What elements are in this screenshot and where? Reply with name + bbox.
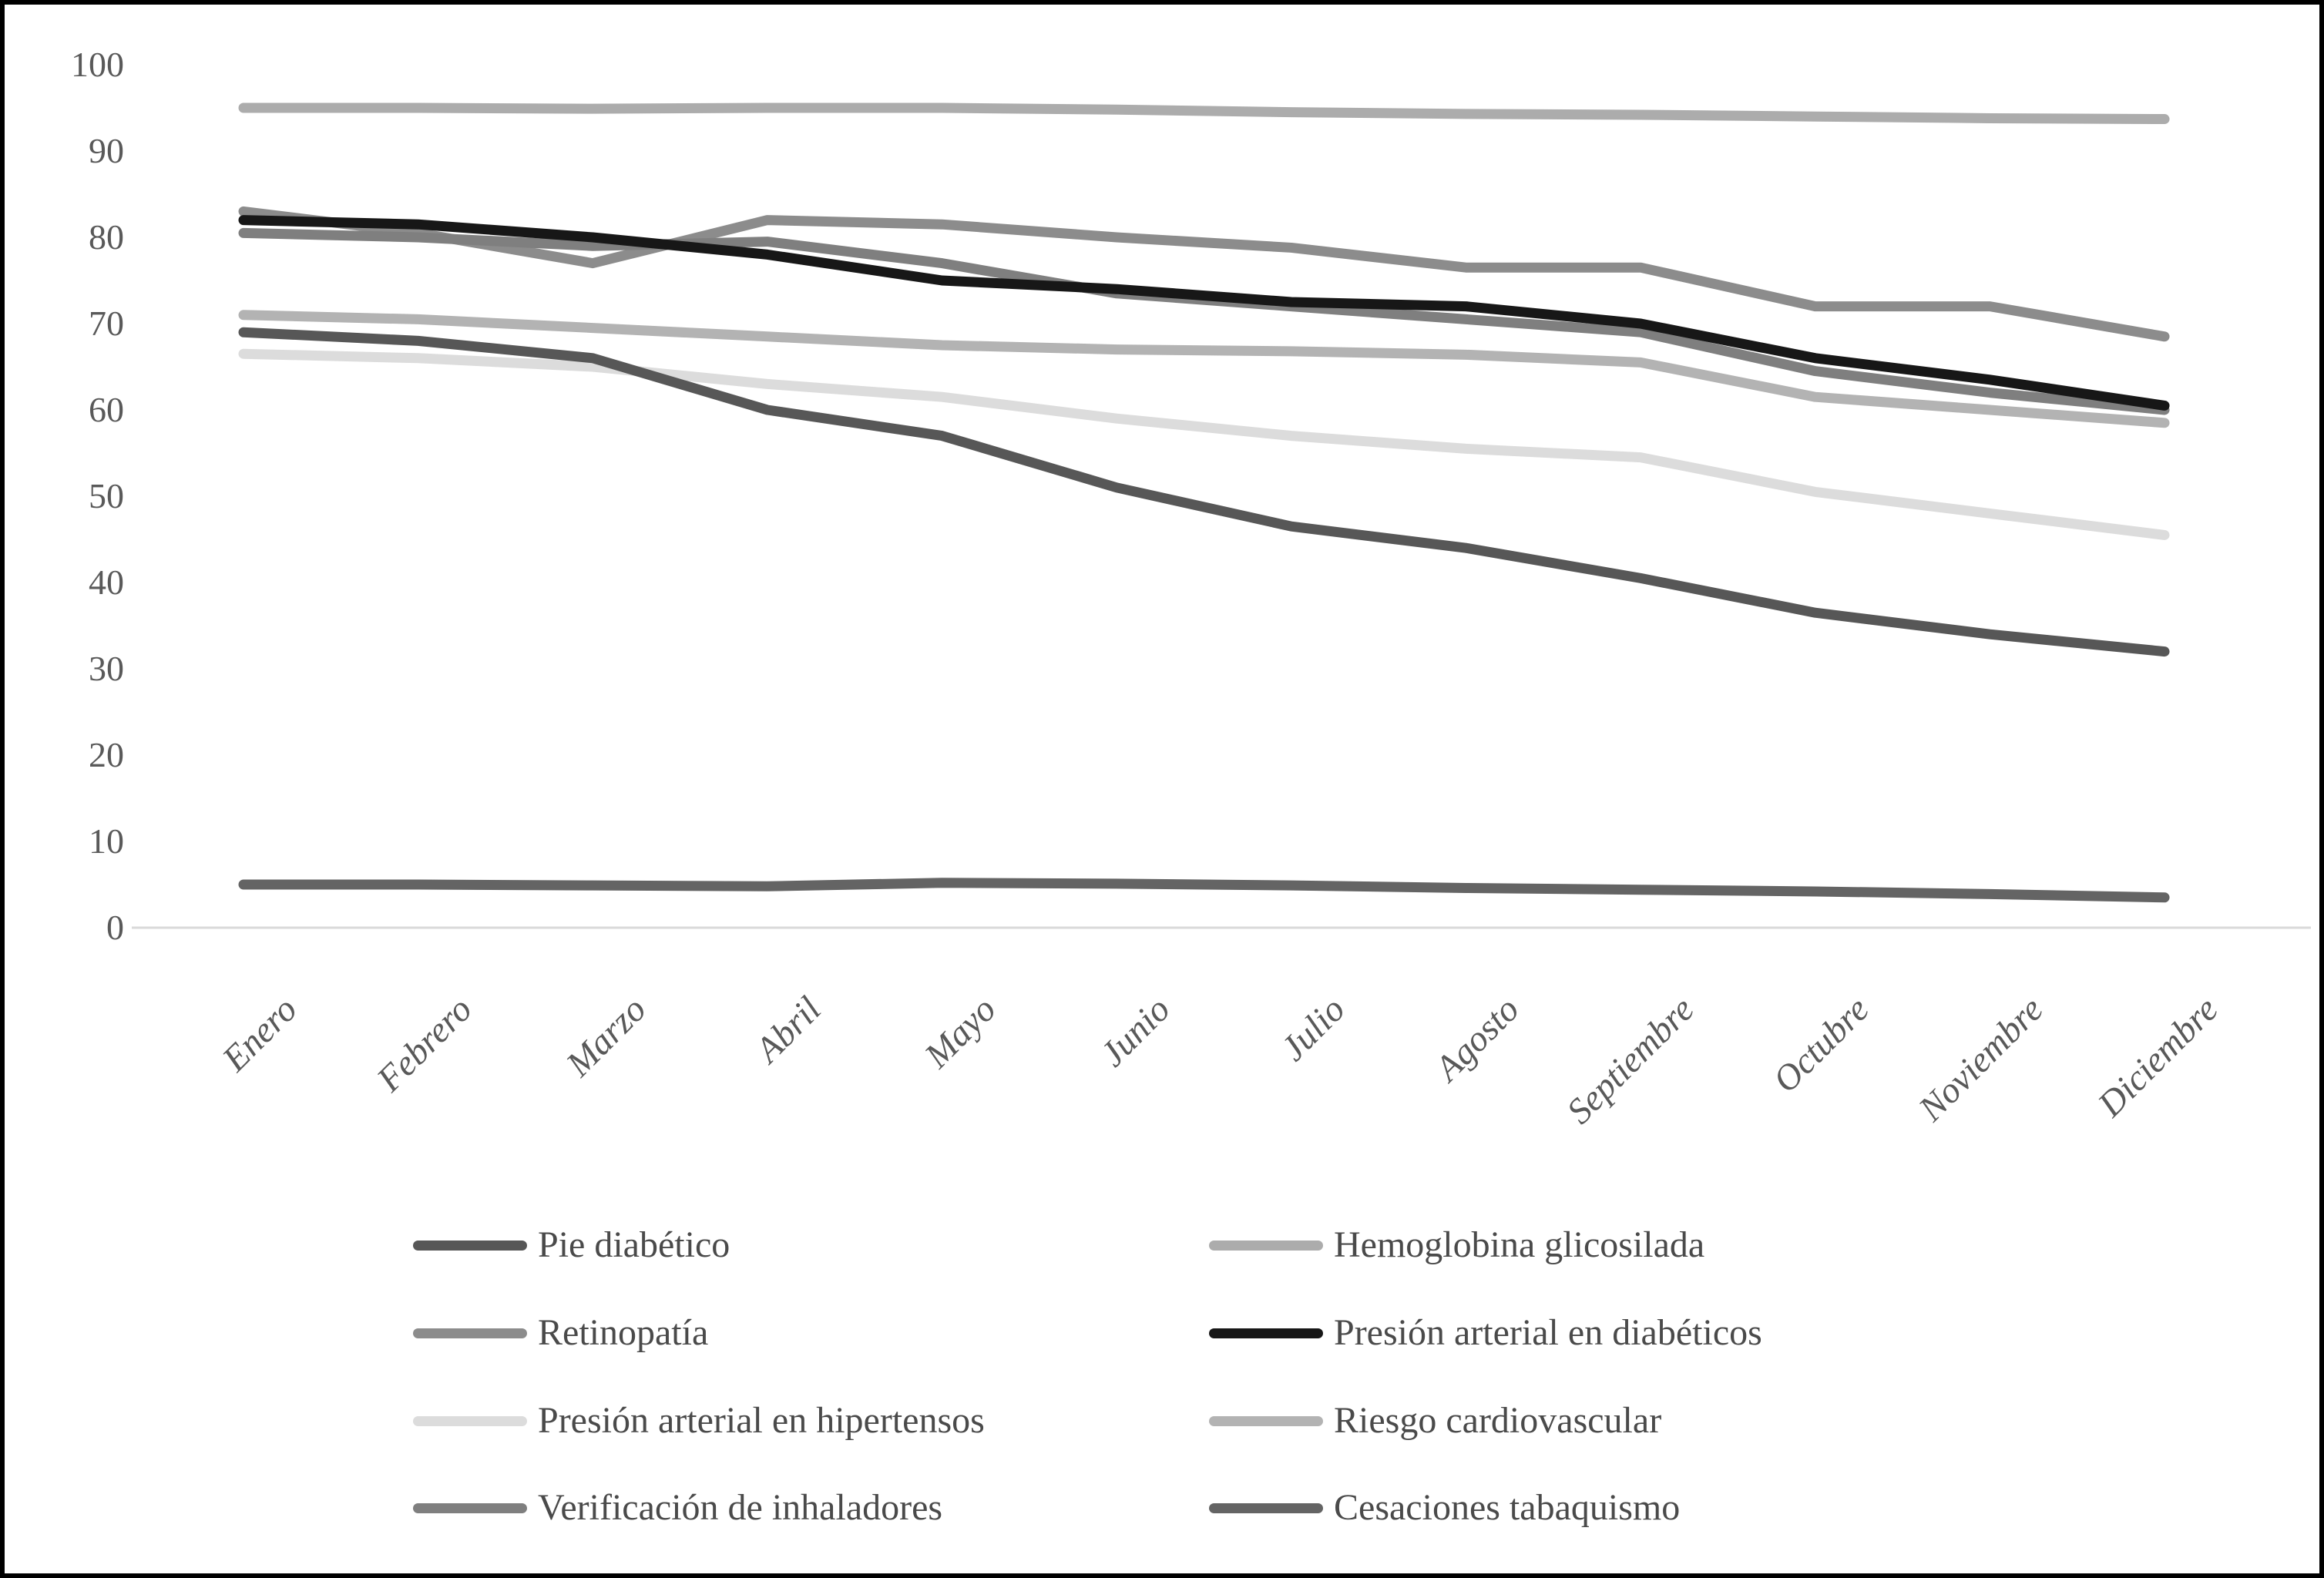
legend-item-presion-arterial-en-hipertensos: Presión arterial en hipertensos (413, 1402, 985, 1439)
y-tick-label-70: 70 (89, 304, 124, 343)
legend-label-pie-diabetico: Pie diabético (538, 1224, 730, 1265)
legend-item-presion-arterial-en-diabeticos: Presión arterial en diabéticos (1209, 1314, 1762, 1351)
legend-label-cesaciones-tabaquismo: Cesaciones tabaquismo (1334, 1487, 1681, 1528)
y-tick-label-0: 0 (106, 908, 124, 947)
series-line-hemoglobina-glicosilada (238, 102, 2170, 125)
series-line-retinopatia (238, 206, 2170, 342)
line-chart-plot (132, 102, 2311, 929)
legend-label-presion-arterial-en-hipertensos: Presión arterial en hipertensos (538, 1400, 985, 1441)
legend-item-riesgo-cardiovascular: Riesgo cardiovascular (1209, 1402, 1661, 1439)
legend-line-swatch-hemoglobina-glicosilada (1209, 1240, 1323, 1251)
series-line-cesaciones-tabaquismo (238, 878, 2170, 903)
legend-line-swatch-retinopatia (413, 1328, 527, 1338)
legend-label-hemoglobina-glicosilada: Hemoglobina glicosilada (1334, 1224, 1705, 1265)
series-line-presion-arterial-en-diabeticos (238, 215, 2170, 411)
series-line-pie-diabetico (238, 327, 2170, 657)
y-tick-label-80: 80 (89, 217, 124, 257)
series-line-riesgo-cardiovascular (238, 310, 2170, 428)
legend-label-presion-arterial-en-diabeticos: Presión arterial en diabéticos (1334, 1312, 1762, 1353)
y-tick-label-40: 40 (89, 562, 124, 602)
y-tick-label-50: 50 (89, 476, 124, 515)
y-tick-label-60: 60 (89, 390, 124, 429)
legend-item-cesaciones-tabaquismo: Cesaciones tabaquismo (1209, 1489, 1680, 1526)
legend-line-swatch-presion-arterial-en-diabeticos (1209, 1328, 1323, 1338)
y-tick-label-20: 20 (89, 735, 124, 774)
legend-line-swatch-verificacion-de-inhaladores (413, 1502, 527, 1513)
legend-item-retinopatia: Retinopatía (413, 1314, 708, 1351)
legend-label-verificacion-de-inhaladores: Verificación de inhaladores (538, 1487, 943, 1528)
legend-line-swatch-pie-diabetico (413, 1240, 527, 1251)
legend-item-verificacion-de-inhaladores: Verificación de inhaladores (413, 1489, 942, 1526)
legend-label-retinopatia: Retinopatía (538, 1312, 709, 1353)
legend-line-swatch-cesaciones-tabaquismo (1209, 1502, 1323, 1513)
legend-item-hemoglobina-glicosilada: Hemoglobina glicosilada (1209, 1227, 1704, 1264)
y-tick-label-10: 10 (89, 821, 124, 861)
y-tick-label-90: 90 (89, 131, 124, 170)
legend-line-swatch-presion-arterial-en-hipertensos (413, 1415, 527, 1426)
legend-item-pie-diabetico: Pie diabético (413, 1227, 730, 1264)
y-tick-label-100: 100 (71, 45, 124, 84)
legend-label-riesgo-cardiovascular: Riesgo cardiovascular (1334, 1400, 1662, 1441)
series-line-presion-arterial-en-hipertensos (238, 348, 2170, 540)
legend-line-swatch-riesgo-cardiovascular (1209, 1415, 1323, 1426)
y-tick-label-30: 30 (89, 649, 124, 688)
